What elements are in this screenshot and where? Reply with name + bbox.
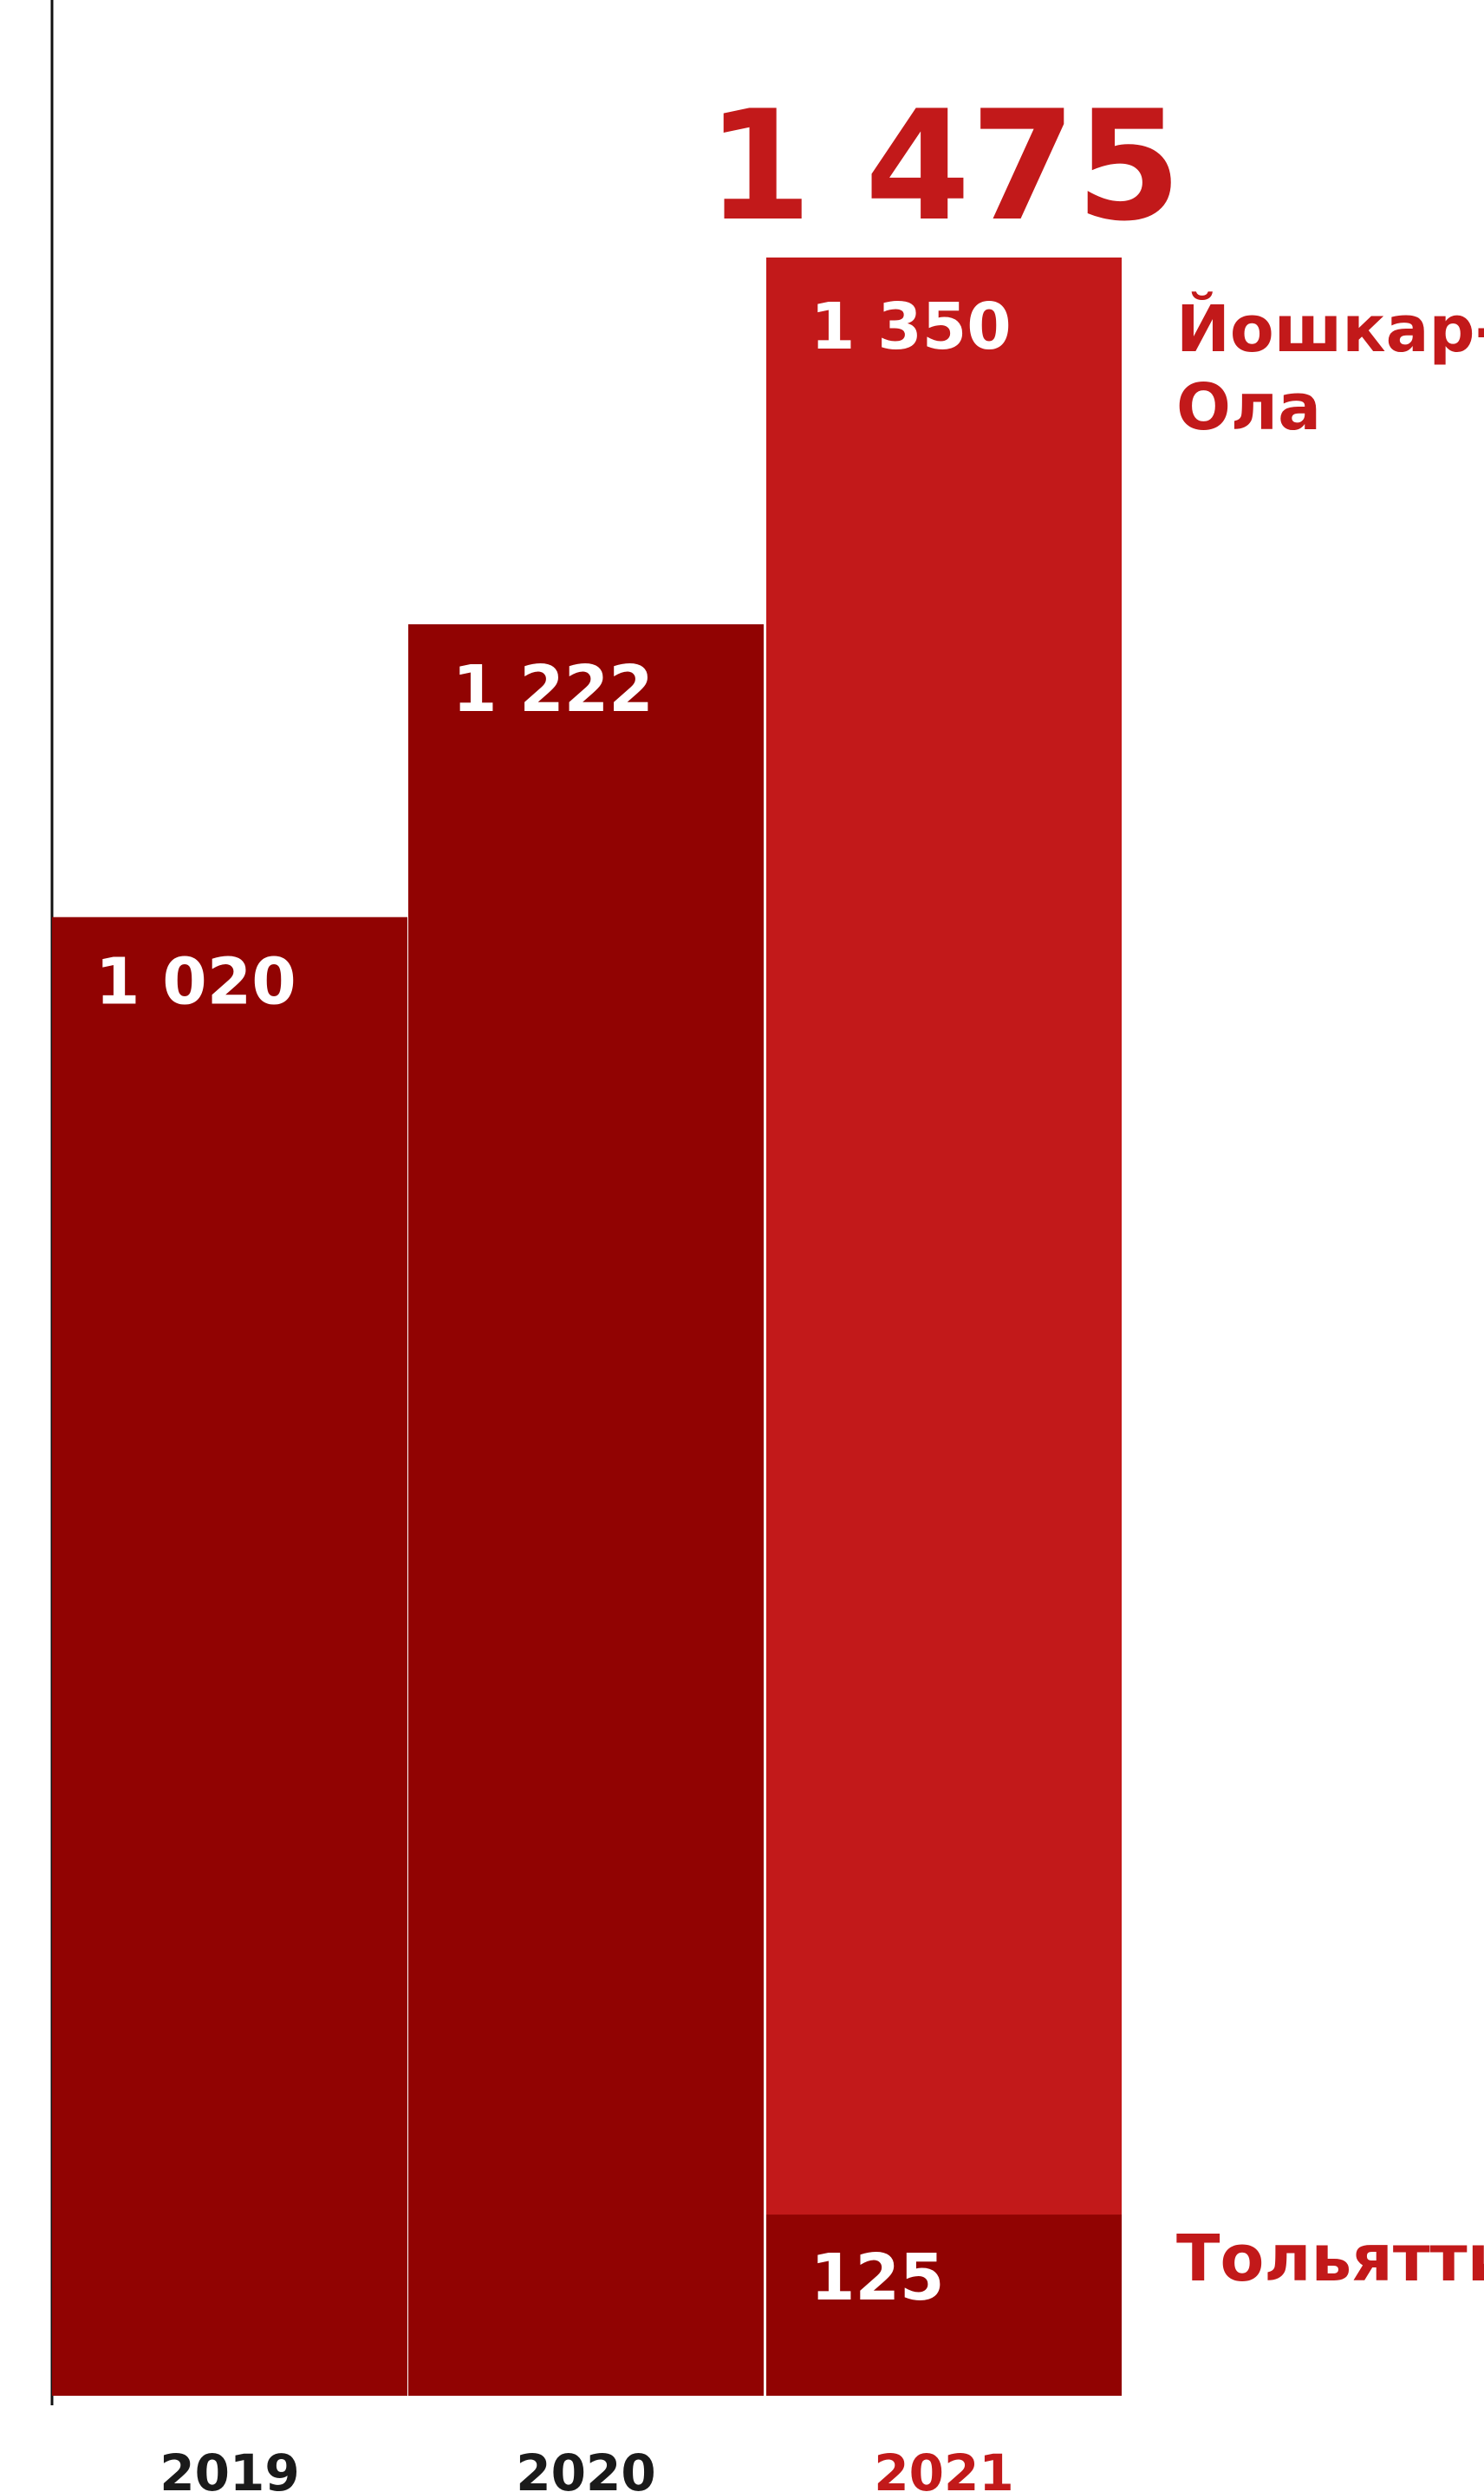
segment-name-bottom: Тольятти [1176,2221,1484,2296]
bar-2021-bright-segment [766,258,1122,2215]
bar-2021-dark-segment [766,2215,1122,2396]
segment-name-top-line1: Йошкар- [1176,290,1484,367]
value-label-2021-bottom: 125 [810,2241,944,2315]
value-label-2021-top: 1 350 [810,290,1012,364]
x-tick-label-2020: 2020 [516,2443,655,2492]
bars-group [52,258,1122,2396]
bar-2020-dark-segment [408,623,764,2396]
total-label-2021: 1 475 [706,79,1181,255]
bar-2019-dark-segment [52,917,407,2396]
labels-group: 2019 2020 2021 1 020 1 222 125 1 350 1 475 Йошка… [95,79,1484,2492]
segment-name-top-line2: Ола [1176,370,1321,445]
value-label-2020: 1 222 [452,652,654,727]
x-tick-label-2021: 2021 [874,2443,1013,2492]
x-tick-label-2019: 2019 [159,2443,299,2492]
value-label-2019: 1 020 [95,945,296,1020]
